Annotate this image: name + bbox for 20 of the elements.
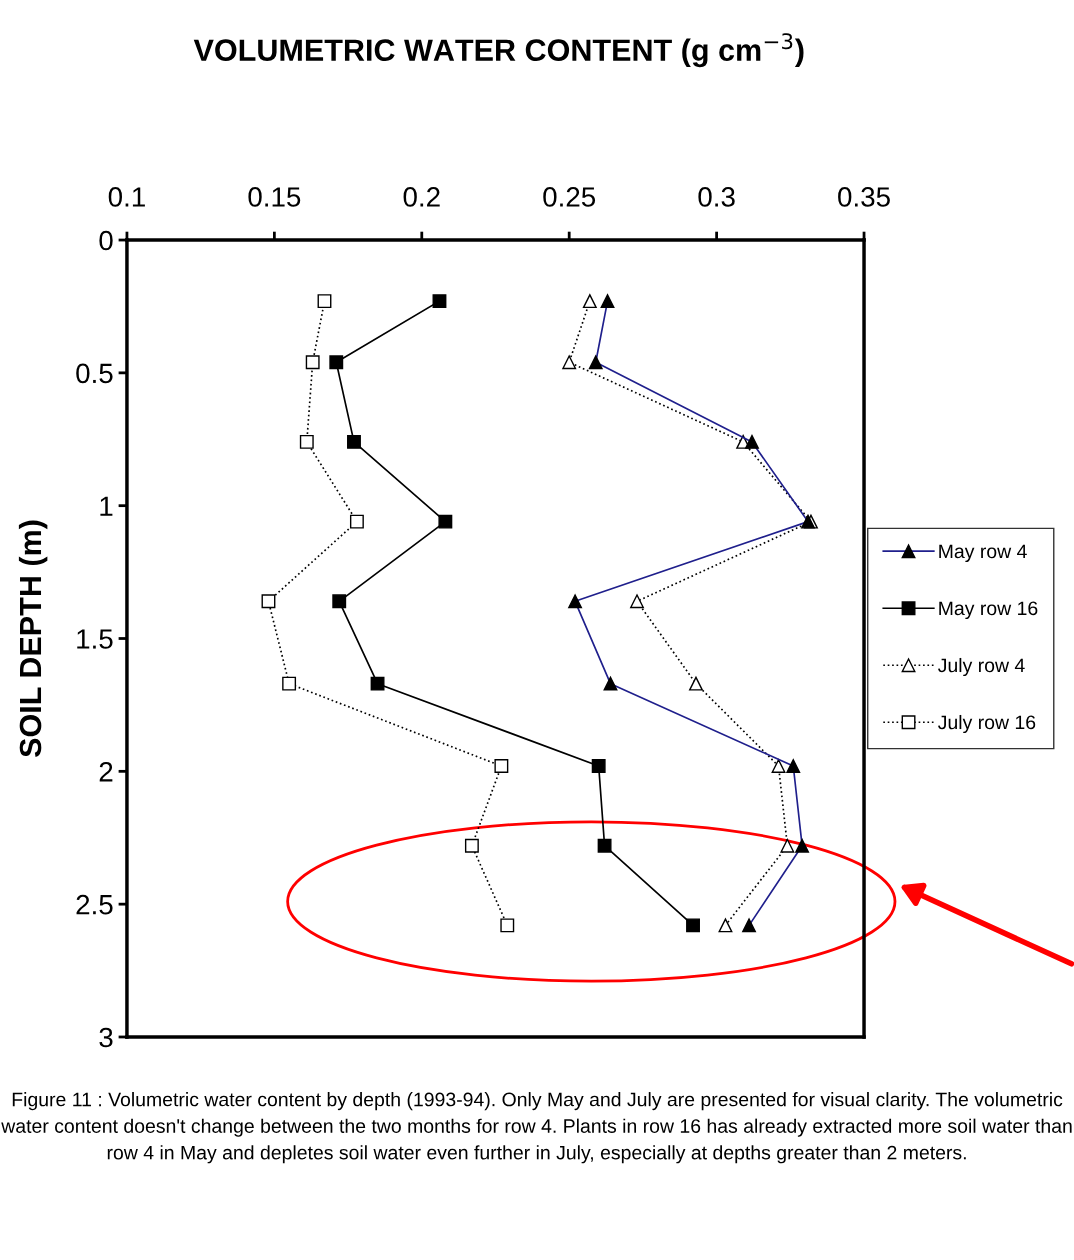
x-tick-label: 0.15	[248, 187, 301, 207]
y-tick-label: 1	[100, 496, 113, 516]
y-tick-label: 0.5	[76, 363, 113, 384]
legend-label: May row 16	[939, 601, 1038, 620]
x-tick-label: 0.2	[403, 187, 440, 207]
y-axis-title: SOIL DEPTH (m)	[18, 520, 48, 758]
y-tick-label: 3	[99, 1027, 113, 1048]
y-tick-label: 0	[99, 230, 113, 251]
x-tick-label: 0.3	[698, 187, 735, 207]
legend-label: July row 4	[938, 657, 1025, 677]
y-tick-label: 2	[99, 762, 113, 782]
x-tick-label: 0.1	[108, 187, 145, 207]
y-tick-label: 2.5	[76, 894, 113, 915]
y-tick-label: 1.5	[77, 629, 113, 649]
chart-title: VOLUMETRIC WATER CONTENT (g cm$^{−3}$)	[193, 33, 804, 68]
x-tick-label: 0.25	[543, 187, 596, 207]
legend-label: May row 4	[939, 544, 1027, 563]
legend-label: July row 16	[938, 714, 1036, 734]
caption: Figure 11 : Volumetric water content by depth (1993-94). Only May and July are presented for visual clarity. The volumetric water content doesn't change between the two months for row 4. Plants in row 16 has already extracted more soil water than row 4 in May and depletes soil water even further in July, especially at depths greater than 2 meters.	[1, 1092, 1072, 1164]
x-tick-label: 0.35	[838, 187, 890, 207]
